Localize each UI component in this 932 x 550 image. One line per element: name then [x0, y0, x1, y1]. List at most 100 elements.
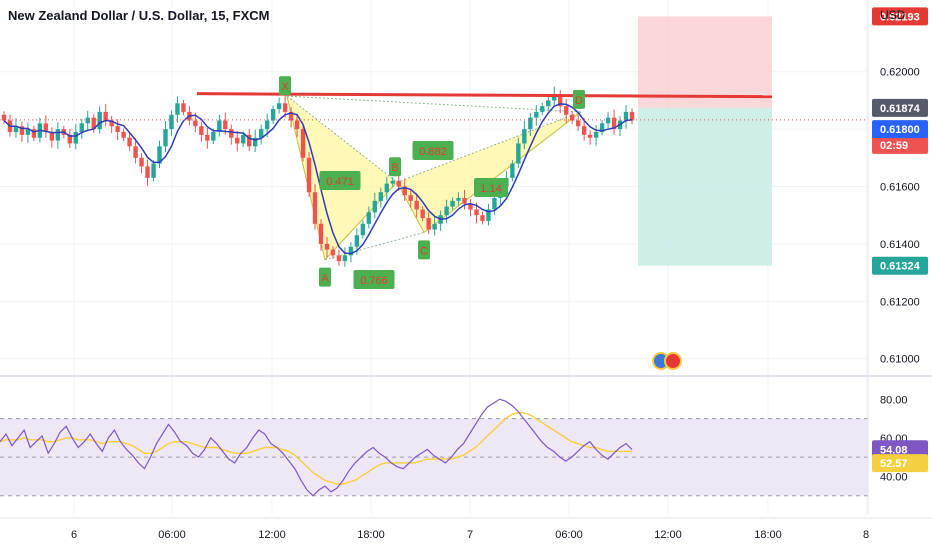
rsi-panel: [0, 398, 868, 497]
candle-body: [205, 134, 210, 141]
candle-body: [103, 111, 108, 121]
candle-body: [312, 192, 318, 224]
candle-body: [229, 129, 234, 138]
currency-label[interactable]: USD: [880, 8, 906, 22]
candle-body: [193, 120, 198, 127]
candle-body: [522, 129, 527, 144]
candle-body: [390, 180, 395, 184]
candle-body: [55, 129, 61, 141]
resistance-line: [196, 92, 773, 99]
candle-body: [253, 137, 258, 147]
candle-body: [217, 120, 222, 132]
symbol-title: New Zealand Dollar / U.S. Dollar, 15, FX…: [8, 8, 270, 23]
candle-body: [300, 129, 306, 158]
candle-body: [91, 117, 96, 130]
price-tick-label: 0.61400: [880, 239, 920, 251]
ratio-label: 0.882: [419, 146, 447, 158]
rsi-line: [0, 398, 633, 497]
candle-body: [151, 163, 156, 178]
candle-body: [145, 166, 150, 178]
candle-body: [288, 111, 294, 121]
candle-body: [318, 223, 324, 244]
rsi-ma-line: [0, 412, 632, 485]
candle-body: [1, 114, 7, 121]
ratio-tag: [412, 141, 454, 160]
candle-body: [516, 143, 521, 164]
candle-body: [264, 120, 270, 130]
rsi-badge-label: 54.08: [880, 444, 908, 456]
price-tick-label: 0.61200: [880, 296, 920, 308]
pattern-point-tag: [279, 76, 291, 96]
candle-body: [575, 120, 581, 127]
pattern-point-label: B: [391, 162, 398, 174]
pattern-point-tag: [319, 267, 331, 287]
candle-body: [468, 203, 473, 210]
candle-body: [384, 183, 389, 193]
candle-body: [330, 249, 336, 256]
candle-body: [31, 129, 37, 138]
take-profit-zone: [638, 107, 772, 266]
pattern-point-label: A: [321, 273, 329, 285]
candle-body: [175, 103, 180, 115]
ma-line: [3, 103, 633, 255]
time-tick-label: 06:00: [158, 529, 186, 541]
candle-body: [402, 186, 407, 196]
moving-average: [3, 103, 633, 255]
candle-body: [25, 129, 31, 135]
price-badge-countdown: [872, 135, 928, 154]
price-tick-label: 0.61000: [880, 354, 920, 366]
price-badge-label: 02:59: [880, 140, 908, 152]
rsi-tick-label: 80.00: [880, 394, 908, 406]
candle-body: [199, 126, 204, 135]
candle-body: [581, 126, 587, 135]
time-tick-label: 18:00: [357, 529, 385, 541]
rsi-badge: [872, 440, 928, 459]
time-tick-label: 06:00: [555, 529, 583, 541]
candle-body: [342, 255, 348, 262]
candle-body: [67, 134, 72, 144]
pattern-ratio-line: [324, 231, 425, 261]
candle-body: [540, 106, 545, 112]
candle-body: [157, 146, 162, 164]
candle-body: [336, 255, 342, 262]
candle-body: [552, 94, 557, 101]
candle-body: [546, 100, 551, 107]
candle-body: [79, 123, 84, 132]
candle-body: [378, 192, 383, 201]
candle-body: [558, 94, 563, 107]
candle-body: [510, 163, 515, 178]
pattern-point-label: X: [281, 81, 289, 93]
price-tick-label: 0.61600: [880, 182, 920, 194]
price-badge-label: 0.61874: [880, 103, 921, 115]
candle-body: [372, 200, 378, 213]
candle-body: [97, 111, 102, 130]
pattern-ratio-line: [286, 95, 582, 113]
candle-body: [235, 137, 240, 144]
time-tick-label: 12:00: [258, 529, 286, 541]
candle-body: [163, 129, 168, 147]
candle-body: [127, 137, 132, 147]
candle-body: [396, 180, 401, 187]
pattern-point-label: C: [420, 245, 428, 257]
pattern-point-tag: [418, 240, 430, 260]
pattern-overlay: X A B C D 0.471 0.766 1.14 0.882: [0, 76, 868, 370]
ratio-tag: [319, 171, 361, 190]
candle-body: [605, 117, 611, 124]
candle-body: [360, 223, 366, 236]
price-badge-label: 0.61324: [880, 261, 921, 273]
pattern-ratio-line: [286, 95, 398, 183]
candle-body: [133, 146, 138, 158]
candle-body: [241, 134, 246, 144]
price-badge-label: 0.61800: [880, 124, 920, 136]
pattern-point-label: D: [575, 95, 583, 107]
candle-body: [115, 126, 120, 132]
candle-body: [276, 103, 282, 110]
candle-body: [43, 123, 49, 132]
pattern-point-tag: [573, 89, 585, 109]
ratio-tag: [353, 270, 395, 289]
candle-body: [247, 134, 252, 147]
rsi-ma-badge-label: 52.57: [880, 458, 908, 470]
pattern-point-tag: [389, 157, 401, 177]
